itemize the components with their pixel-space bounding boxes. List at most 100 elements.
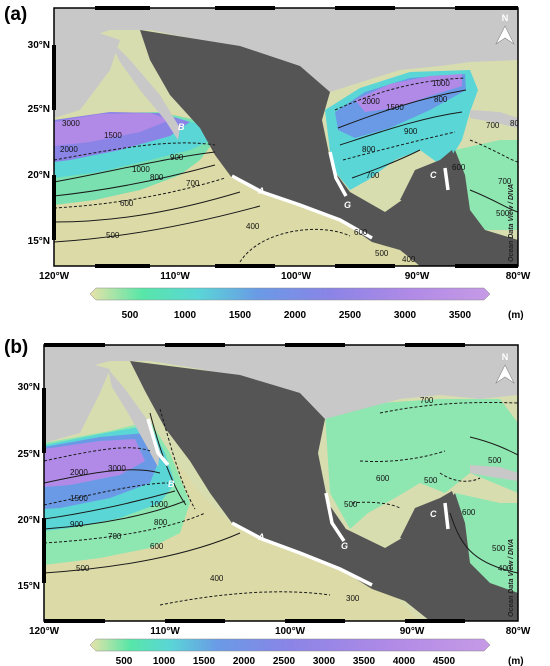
contour-label-a-5: 800	[150, 173, 164, 182]
lon-label-120w-a: 120°W	[39, 271, 70, 282]
contour-label-a-24: 800	[510, 119, 524, 128]
contour-label-a-20: 500	[496, 209, 510, 218]
site-label-c: C	[430, 170, 437, 180]
contour-label-a-22: 500	[375, 249, 389, 258]
contour-label-b-12: 500	[488, 456, 502, 465]
frame-ticks-a	[52, 6, 518, 268]
lat-label-15n-b: 15°N	[18, 581, 40, 592]
panel-a: 3000 1500 2000 900 1000 800 700 600 500 …	[4, 4, 531, 321]
contour-label-a-18: 600	[452, 163, 466, 172]
colorbar-tick-a-3: 2000	[284, 310, 307, 321]
contour-label-b-13: 600	[376, 474, 390, 483]
survey-track-caribbean	[443, 167, 450, 191]
colorbar-tick-a-4: 2500	[339, 310, 362, 321]
survey-track-pacific-b	[231, 521, 373, 587]
contour-labels-a: 3000 1500 2000 900 1000 800 700 600 500 …	[60, 79, 524, 264]
colorbar-tick-a-1: 1000	[174, 310, 197, 321]
colorbar-tick-b-4: 2500	[273, 656, 296, 666]
lon-label-90w-a: 90°W	[405, 271, 430, 282]
contour-label-a-23: 400	[402, 255, 416, 264]
pacific-coast-land	[54, 8, 120, 118]
site-label-g-b: G	[341, 541, 348, 551]
pacific-deepest-field	[54, 113, 170, 146]
lat-labels-b: 30°N 25°N 20°N 15°N	[18, 382, 40, 592]
colorbar-tick-b-1: 1000	[153, 656, 176, 666]
lat-label-20n-a: 20°N	[28, 170, 50, 181]
map-frame-b	[43, 344, 519, 622]
lon-label-100w-b: 100°W	[275, 626, 306, 637]
survey-track-gulf	[328, 151, 348, 197]
contour-label-a-9: 400	[246, 222, 260, 231]
credit-label-b: Ocean Data View / DIVA	[508, 539, 515, 617]
colorbar-tick-b-6: 3500	[353, 656, 376, 666]
contour-label-a-13: 800	[434, 95, 448, 104]
lat-label-30n-b: 30°N	[18, 382, 40, 393]
north-land-light	[54, 8, 518, 92]
contour-label-b-3: 1000	[150, 500, 168, 509]
mexico-land-b	[130, 361, 518, 621]
contour-label-a-8: 500	[106, 231, 120, 240]
contour-lines-a	[54, 77, 518, 263]
contour-label-b-2: 1500	[70, 494, 88, 503]
lon-label-80w-b: 80°W	[506, 626, 531, 637]
colorbar-tick-b-7: 4000	[393, 656, 416, 666]
lat-label-25n-a: 25°N	[28, 104, 50, 115]
site-label-c-b: C	[430, 509, 437, 519]
site-label-b: B	[178, 122, 185, 132]
caribbean-field	[455, 140, 518, 230]
contour-label-a-19: 700	[498, 177, 512, 186]
site-label-a-b: A	[257, 532, 265, 542]
contour-label-a-1: 1500	[104, 131, 122, 140]
north-land-light-b	[44, 345, 518, 419]
colorbar-tick-a-0: 500	[122, 310, 139, 321]
lat-label-20n-b: 20°N	[18, 515, 40, 526]
map-frame-a	[53, 7, 519, 267]
panel-b: 2000 3000 1500 1000 900 800 700 600 500 …	[0, 333, 550, 666]
contour-lines-b	[44, 401, 518, 606]
colorbar-ramp-a	[89, 287, 491, 301]
north-arrow-icon-b: N	[495, 352, 515, 384]
contour-label-b-14: 500	[424, 476, 438, 485]
site-label-g: G	[344, 200, 351, 210]
lat-labels-a: 30°N 25°N 20°N 15°N	[28, 40, 50, 247]
north-label-a: N	[502, 13, 509, 23]
contour-label-a-21: 600	[354, 228, 368, 237]
map-figure-a: 3000 1500 2000 900 1000 800 700 600 500 …	[28, 6, 531, 321]
contour-label-a-14: 900	[404, 127, 418, 136]
colorbar-b: 500 1000 1500 2000 2500 3000 3500 4000 4…	[89, 638, 524, 666]
map-figure-b: 2000 3000 1500 1000 900 800 700 600 500 …	[18, 343, 531, 666]
contour-label-b-5: 800	[154, 518, 168, 527]
contour-label-a-7: 600	[120, 199, 134, 208]
colorbar-tick-b-3: 2000	[233, 656, 256, 666]
contour-label-a-4: 1000	[132, 165, 150, 174]
colorbar-unit-a: (m)	[508, 310, 524, 321]
yucatan-land	[400, 150, 460, 205]
cuba-island	[470, 110, 518, 128]
survey-track-baja-b	[146, 418, 170, 467]
contour-label-b-18: 400	[498, 564, 512, 573]
north-label-b: N	[502, 352, 509, 362]
lon-labels-b: 120°W 110°W 100°W 90°W 80°W	[29, 626, 531, 637]
gulf-deepest-field	[355, 74, 462, 112]
contour-label-b-16: 600	[462, 508, 476, 517]
baja-peninsula-b	[108, 369, 160, 467]
colorbar-ramp-b	[89, 638, 491, 652]
site-labels-b: A B C G	[168, 479, 437, 551]
contour-label-b-10: 300	[346, 594, 360, 603]
site-label-b-b: B	[168, 479, 175, 489]
contour-label-b-1: 3000	[108, 464, 126, 473]
contour-labels-b: 2000 3000 1500 1000 900 800 700 600 500 …	[70, 396, 512, 603]
lat-label-25n-b: 25°N	[18, 449, 40, 460]
site-label-a: A	[257, 186, 265, 196]
contour-label-b-0: 2000	[70, 468, 88, 477]
frame-ticks-b	[42, 343, 465, 623]
contour-label-a-11: 1500	[386, 103, 404, 112]
contour-label-b-6: 700	[108, 532, 122, 541]
contour-label-a-16: 700	[366, 171, 380, 180]
survey-track-pacific	[231, 174, 373, 240]
contour-label-b-17: 500	[492, 544, 506, 553]
pacific-coast-land-b	[44, 345, 110, 443]
colorbar-tick-a-2: 1500	[229, 310, 252, 321]
contour-label-a-10: 2000	[362, 97, 380, 106]
cuba-island-b	[470, 465, 518, 481]
